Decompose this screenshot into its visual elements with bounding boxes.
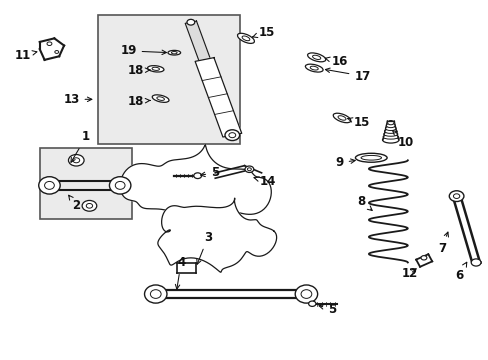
Ellipse shape xyxy=(382,135,398,139)
Ellipse shape xyxy=(355,153,386,162)
Text: 18: 18 xyxy=(128,64,150,77)
Ellipse shape xyxy=(383,132,397,136)
Text: 8: 8 xyxy=(357,195,371,211)
Bar xyxy=(98,15,239,144)
Text: 6: 6 xyxy=(454,262,466,282)
Text: 5: 5 xyxy=(318,303,336,316)
Ellipse shape xyxy=(224,130,239,140)
Text: 2: 2 xyxy=(68,195,80,212)
Ellipse shape xyxy=(307,53,325,62)
Text: 17: 17 xyxy=(325,68,370,82)
Polygon shape xyxy=(195,58,241,137)
Ellipse shape xyxy=(295,285,317,303)
Text: 15: 15 xyxy=(347,116,369,129)
Text: 5: 5 xyxy=(200,166,219,179)
Ellipse shape xyxy=(332,113,350,123)
Ellipse shape xyxy=(382,136,398,143)
Text: 16: 16 xyxy=(325,55,347,68)
Text: 3: 3 xyxy=(196,231,212,264)
Text: 4: 4 xyxy=(175,256,185,289)
Ellipse shape xyxy=(385,126,395,131)
Ellipse shape xyxy=(152,95,169,102)
Ellipse shape xyxy=(237,33,254,44)
Text: 15: 15 xyxy=(252,26,274,39)
Text: 12: 12 xyxy=(401,267,418,280)
Ellipse shape xyxy=(244,166,253,172)
Ellipse shape xyxy=(420,256,426,260)
Ellipse shape xyxy=(387,121,393,125)
Text: 14: 14 xyxy=(254,175,276,188)
Ellipse shape xyxy=(448,191,463,202)
Ellipse shape xyxy=(147,66,163,72)
Text: 11: 11 xyxy=(15,49,37,62)
Ellipse shape xyxy=(470,259,480,266)
Polygon shape xyxy=(158,198,276,272)
Text: 1: 1 xyxy=(71,130,90,162)
Ellipse shape xyxy=(39,177,60,194)
Text: 13: 13 xyxy=(63,93,92,106)
Text: 9: 9 xyxy=(335,156,354,169)
Text: 19: 19 xyxy=(120,44,166,57)
Bar xyxy=(40,148,132,220)
Ellipse shape xyxy=(167,50,180,55)
Ellipse shape xyxy=(68,154,84,166)
Text: 18: 18 xyxy=(128,95,150,108)
Ellipse shape xyxy=(360,156,381,160)
Ellipse shape xyxy=(144,285,166,303)
Ellipse shape xyxy=(82,201,97,211)
Ellipse shape xyxy=(384,129,396,134)
Ellipse shape xyxy=(186,19,194,25)
Ellipse shape xyxy=(305,64,323,72)
Text: 10: 10 xyxy=(392,131,413,149)
Ellipse shape xyxy=(109,177,131,194)
Ellipse shape xyxy=(386,123,394,128)
Polygon shape xyxy=(120,145,271,233)
Ellipse shape xyxy=(193,173,201,179)
Text: 7: 7 xyxy=(437,232,447,255)
Polygon shape xyxy=(185,21,212,66)
Ellipse shape xyxy=(308,301,315,306)
